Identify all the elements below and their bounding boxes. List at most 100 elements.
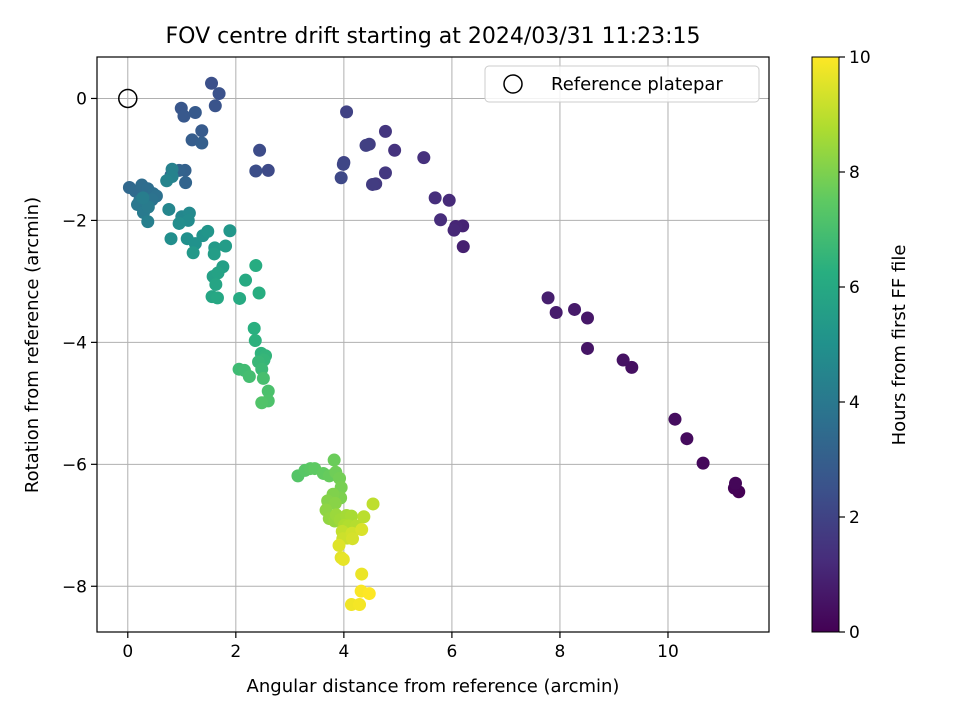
data-point (233, 291, 247, 305)
data-point (208, 99, 222, 113)
data-point (211, 266, 225, 280)
data-point (442, 193, 456, 207)
data-point (625, 360, 639, 374)
data-point (186, 246, 200, 260)
data-point (195, 136, 209, 150)
data-point (417, 151, 431, 165)
data-point (549, 305, 563, 319)
data-point (249, 259, 263, 273)
data-point (336, 552, 350, 566)
data-point (346, 532, 360, 546)
y-tick-label: 0 (76, 89, 87, 109)
x-axis: 0 2 4 6 8 10 (122, 632, 679, 662)
colorbar-tick-label: 6 (849, 278, 860, 298)
x-tick-label: 6 (446, 642, 457, 662)
data-point (261, 163, 275, 177)
data-point (212, 87, 226, 101)
x-tick-label: 4 (338, 642, 349, 662)
colorbar-tick-label: 10 (849, 48, 871, 68)
data-point (223, 224, 237, 238)
data-point (327, 453, 341, 467)
data-point (209, 277, 223, 291)
x-axis-label: Angular distance from reference (arcmin) (247, 676, 620, 697)
colorbar: 0 2 4 6 8 10 Hours from first FF file (811, 48, 910, 643)
data-point (188, 105, 202, 119)
reference-platepar-marker (118, 88, 138, 109)
data-point (616, 353, 630, 367)
data-point (247, 321, 261, 335)
y-tick-label: −2 (62, 211, 87, 231)
legend-box (484, 65, 760, 103)
legend-marker (503, 74, 523, 94)
data-point (541, 291, 555, 305)
data-point (344, 509, 358, 523)
data-point (249, 164, 263, 178)
data-point (580, 311, 594, 325)
data-point (428, 191, 442, 205)
data-point (255, 396, 269, 410)
y-tick-label: −6 (62, 455, 87, 475)
data-point (253, 143, 267, 157)
colorbar-tick-label: 2 (849, 508, 860, 528)
data-point (256, 371, 270, 385)
data-point (355, 523, 369, 537)
colorbar-tick-label: 4 (849, 393, 860, 413)
data-point (136, 191, 150, 205)
data-point (334, 171, 348, 185)
y-tick-label: −8 (62, 577, 87, 597)
data-point (447, 223, 461, 237)
data-point (359, 138, 373, 152)
plot-frame (96, 56, 770, 633)
y-axis: 0 −2 −4 −6 −8 (62, 89, 97, 597)
colorbar-label: Hours from first FF file (889, 245, 910, 446)
colorbar-tick-label: 8 (849, 163, 860, 183)
data-point (179, 176, 193, 190)
data-point (195, 124, 209, 138)
data-point (357, 510, 371, 524)
data-point (164, 232, 178, 246)
legend: Reference platepar (484, 65, 760, 103)
x-tick-label: 10 (657, 642, 679, 662)
data-point (340, 105, 354, 119)
data-point (434, 213, 448, 227)
x-tick-label: 8 (555, 642, 566, 662)
grid-lines (97, 57, 769, 632)
data-point (239, 273, 253, 287)
data-point (248, 334, 262, 348)
chart-title: FOV centre drift starting at 2024/03/31 … (166, 24, 701, 49)
data-point (177, 109, 191, 123)
legend-entry-reference-platepar: Reference platepar (551, 74, 723, 95)
data-point (366, 497, 380, 511)
colorbar-gradient (811, 56, 840, 633)
data-point (580, 341, 594, 355)
data-point (568, 302, 582, 316)
data-point (328, 496, 342, 510)
data-point (680, 432, 694, 446)
data-point (378, 166, 392, 180)
data-point (362, 587, 376, 601)
data-point (456, 240, 470, 254)
scatter-points (122, 76, 746, 612)
data-point (201, 224, 215, 238)
data-point (332, 538, 346, 552)
data-point (160, 174, 174, 188)
data-point (729, 476, 743, 490)
data-point (242, 370, 256, 384)
data-point (378, 124, 392, 138)
data-point (210, 291, 224, 305)
data-point (207, 247, 221, 261)
x-tick-label: 0 (122, 642, 133, 662)
data-point (668, 412, 682, 426)
x-tick-label: 2 (230, 642, 241, 662)
data-point (205, 76, 219, 90)
colorbar-ticks: 0 2 4 6 8 10 (839, 48, 871, 643)
data-point (355, 567, 369, 581)
data-point (162, 202, 176, 216)
data-point (365, 177, 379, 191)
data-point (141, 215, 155, 229)
y-tick-label: −4 (62, 333, 87, 353)
data-point (388, 143, 402, 157)
data-point (219, 239, 233, 253)
data-point (353, 598, 367, 612)
